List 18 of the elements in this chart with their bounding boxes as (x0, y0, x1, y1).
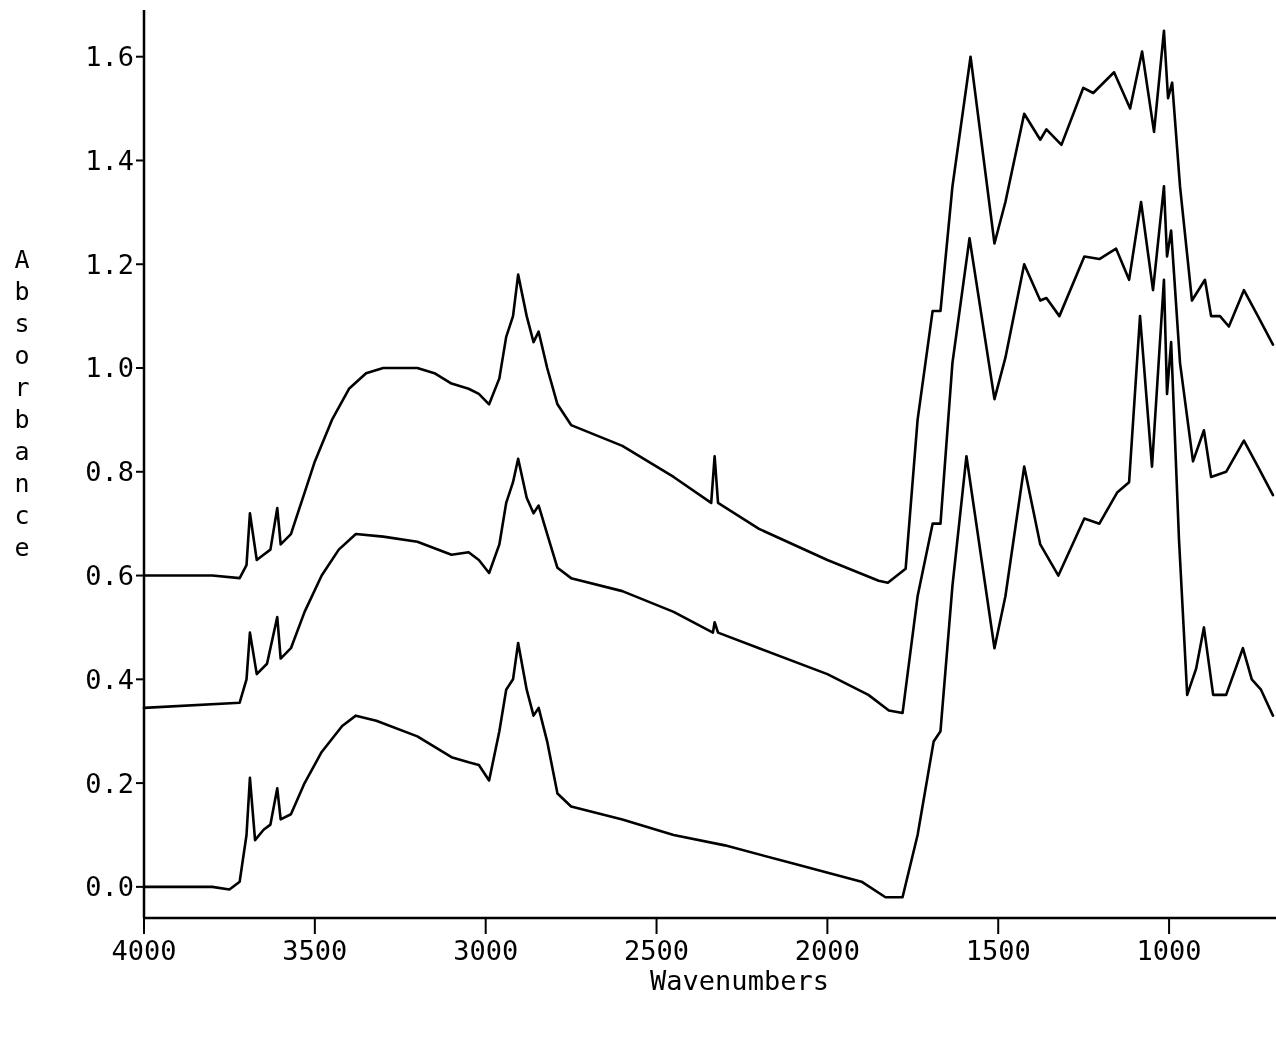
y-tick-label: 0.6 (85, 560, 134, 591)
x-axis-title: Wavenumbers (650, 965, 829, 996)
x-tick-label: 2500 (624, 935, 690, 966)
y-tick-label: 1.4 (85, 144, 134, 176)
x-tick-label: 3000 (453, 935, 519, 966)
y-tick-label: 0.0 (85, 871, 134, 903)
x-tick-label: 2000 (794, 935, 860, 966)
x-tick-label: 3500 (282, 935, 348, 966)
y-tick-label: 0.2 (85, 767, 134, 799)
y-tick-label: 0.8 (85, 456, 134, 488)
x-tick-label: 1500 (965, 935, 1031, 966)
text: Absorbance (14, 245, 30, 562)
y-tick-label: 0.4 (85, 663, 134, 695)
y-tick-label: 1.6 (85, 41, 134, 73)
x-tick-label: 1000 (1136, 935, 1202, 966)
x-tick-label: 4000 (111, 935, 177, 966)
y-tick-label: 1.2 (85, 248, 134, 280)
y-tick-label: 1.0 (85, 352, 134, 384)
